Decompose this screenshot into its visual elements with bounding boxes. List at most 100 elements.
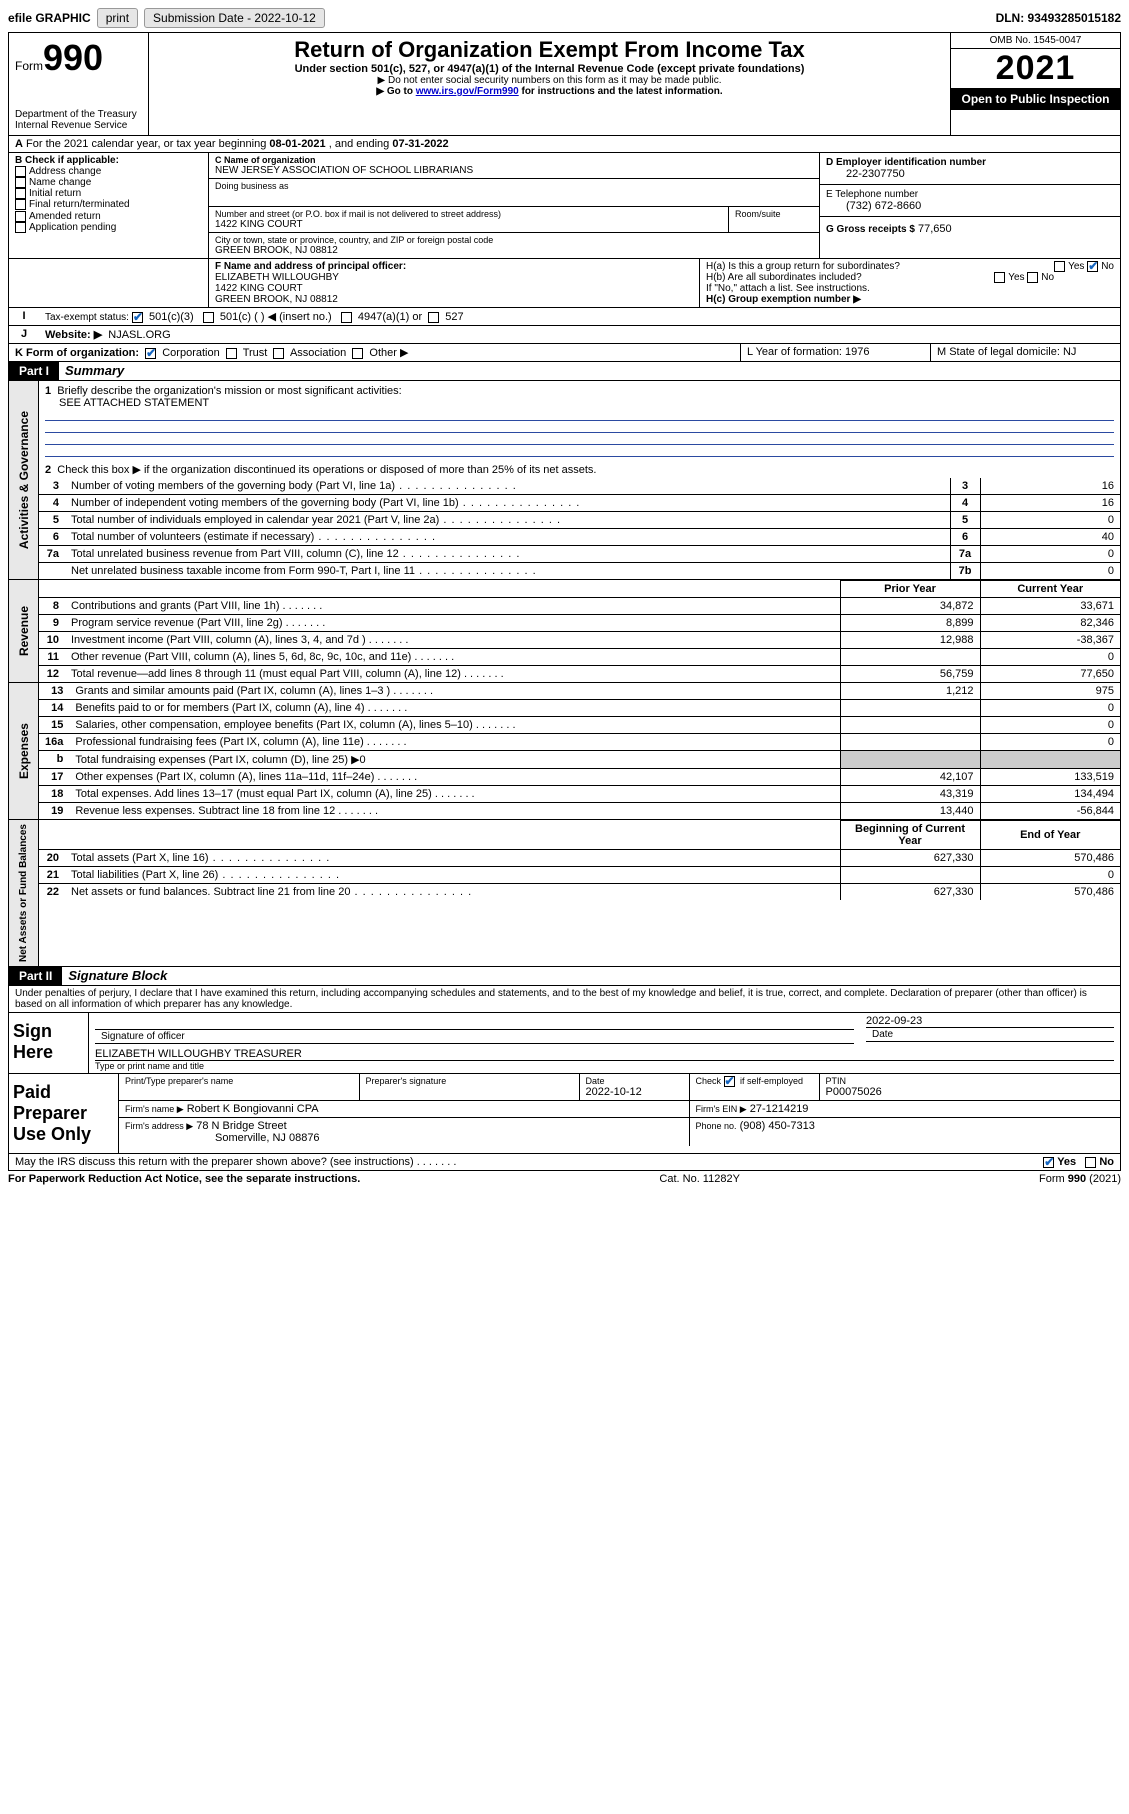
prep-sig-label: Preparer's signature [366, 1076, 573, 1086]
form-title: Return of Organization Exempt From Incom… [157, 37, 942, 63]
table-governance: 3Number of voting members of the governi… [39, 478, 1120, 579]
chk-ha-yes[interactable] [1054, 261, 1065, 272]
chk-assoc[interactable] [273, 348, 284, 359]
prep-date-label: Date [586, 1076, 683, 1086]
website-value: NJASL.ORG [108, 329, 170, 341]
ptin-val: P00075026 [826, 1086, 1115, 1098]
entity-grid: B Check if applicable: Address change Na… [8, 153, 1121, 259]
chk-address-change[interactable] [15, 166, 26, 177]
section-governance: Activities & Governance 1 Briefly descri… [8, 381, 1121, 580]
row-i-j: I Tax-exempt status: 501(c)(3) 501(c) ( … [8, 308, 1121, 326]
chk-amended[interactable] [15, 211, 26, 222]
box-b-label: B Check if applicable: [15, 155, 202, 166]
form-header: Form990 Department of the Treasury Inter… [8, 32, 1121, 136]
chk-final-return[interactable] [15, 199, 26, 210]
l-year-formation: L Year of formation: 1976 [740, 344, 930, 361]
chk-other[interactable] [352, 348, 363, 359]
section-netassets: Net Assets or Fund Balances Beginning of… [8, 820, 1121, 967]
city-label: City or town, state or province, country… [215, 235, 813, 245]
chk-ha-no[interactable] [1087, 261, 1098, 272]
submission-date-button[interactable]: Submission Date - 2022-10-12 [144, 8, 325, 28]
chk-hb-no[interactable] [1027, 272, 1038, 283]
sig-date-label: Date [872, 1029, 893, 1040]
chk-discuss-yes[interactable] [1043, 1157, 1054, 1168]
table-preparer: Print/Type preparer's name Preparer's si… [119, 1074, 1120, 1146]
print-button[interactable]: print [97, 8, 138, 28]
l1-num: 1 [45, 385, 51, 397]
tax-exempt-label: Tax-exempt status: [45, 312, 129, 323]
dept-treasury: Department of the Treasury [15, 109, 142, 120]
box-d-label: D Employer identification number [826, 157, 1114, 168]
l2-text: Check this box ▶ if the organization dis… [57, 464, 596, 476]
chk-name-change[interactable] [15, 177, 26, 188]
gross-receipts: 77,650 [918, 223, 952, 235]
table-netassets: Beginning of Current YearEnd of Year 20T… [39, 820, 1120, 900]
h-c: H(c) Group exemption number ▶ [706, 294, 1114, 305]
firm-name-label: Firm's name ▶ [125, 1104, 184, 1114]
prep-self-emp: Check if self-employed [696, 1076, 813, 1087]
chk-discuss-no[interactable] [1085, 1157, 1096, 1168]
box-c-label: C Name of organization [215, 155, 813, 165]
sig-officer-label: Signature of officer [101, 1031, 185, 1042]
vlabel-revenue: Revenue [13, 602, 35, 660]
pra-notice: For Paperwork Reduction Act Notice, see … [8, 1173, 360, 1185]
chk-hb-yes[interactable] [994, 272, 1005, 283]
l1-val: SEE ATTACHED STATEMENT [59, 397, 209, 409]
chk-4947[interactable] [341, 312, 352, 323]
box-e-label: E Telephone number [826, 189, 1114, 200]
dba-label: Doing business as [215, 181, 813, 191]
efile-label: efile GRAPHIC [8, 11, 91, 25]
part-2-header: Part IISignature Block [8, 967, 1121, 986]
vlabel-expenses: Expenses [13, 719, 35, 783]
chk-527[interactable] [428, 312, 439, 323]
prep-name-label: Print/Type preparer's name [125, 1076, 353, 1086]
chk-initial-return[interactable] [15, 188, 26, 199]
addr-label: Number and street (or P.O. box if mail i… [215, 209, 722, 219]
sign-here-block: Sign Here Signature of officer 2022-09-2… [8, 1013, 1121, 1074]
chk-app-pending[interactable] [15, 222, 26, 233]
footer: For Paperwork Reduction Act Notice, see … [8, 1171, 1121, 1187]
label-j: J [9, 326, 39, 343]
section-revenue: Revenue Prior YearCurrent Year 8Contribu… [8, 580, 1121, 683]
chk-corp[interactable] [145, 348, 156, 359]
firm-addr2: Somerville, NJ 08876 [215, 1132, 320, 1144]
paid-preparer-label: Paid Preparer Use Only [9, 1074, 119, 1153]
chk-self-employed[interactable] [724, 1076, 735, 1087]
dln: DLN: 93493285015182 [996, 11, 1121, 25]
box-f-label: F Name and address of principal officer: [215, 261, 693, 272]
firm-addr-label: Firm's address ▶ [125, 1121, 193, 1131]
irs-label: Internal Revenue Service [15, 120, 142, 131]
discuss-text: May the IRS discuss this return with the… [15, 1156, 414, 1168]
label-i: I [9, 308, 39, 325]
form-ref: Form 990 (2021) [1039, 1173, 1121, 1185]
website-label: Website: ▶ [45, 329, 102, 341]
ein-value: 22-2307750 [826, 168, 1114, 180]
phone-value: (732) 672-8660 [826, 200, 1114, 212]
sig-date-val: 2022-09-23 [866, 1015, 1114, 1027]
row-f-h: F Name and address of principal officer:… [8, 259, 1121, 308]
row-klm: K Form of organization: Corporation Trus… [8, 344, 1121, 362]
room-label: Room/suite [735, 209, 813, 219]
declaration: Under penalties of perjury, I declare th… [8, 986, 1121, 1013]
paid-preparer-block: Paid Preparer Use Only Print/Type prepar… [8, 1074, 1121, 1154]
row-discuss: May the IRS discuss this return with the… [8, 1154, 1121, 1171]
street-address: 1422 KING COURT [215, 219, 722, 230]
firm-ein: 27-1214219 [750, 1103, 809, 1115]
ptin-label: PTIN [826, 1076, 1115, 1086]
prep-date-val: 2022-10-12 [586, 1086, 683, 1098]
table-revenue: Prior YearCurrent Year 8Contributions an… [39, 580, 1120, 682]
officer-name: ELIZABETH WILLOUGHBY [215, 272, 693, 283]
subtitle-1: Under section 501(c), 527, or 4947(a)(1)… [157, 63, 942, 75]
table-expenses: 13Grants and similar amounts paid (Part … [39, 683, 1120, 819]
omb-number: OMB No. 1545-0047 [951, 33, 1120, 49]
chk-trust[interactable] [226, 348, 237, 359]
firm-phone-label: Phone no. [696, 1121, 737, 1131]
box-g-label: G Gross receipts $ [826, 224, 915, 235]
row-website: J Website: ▶ NJASL.ORG [8, 326, 1121, 344]
part-1-header: Part ISummary [8, 362, 1121, 381]
chk-501c[interactable] [203, 312, 214, 323]
subtitle-2: ▶ Do not enter social security numbers o… [157, 75, 942, 86]
irs-link[interactable]: www.irs.gov/Form990 [416, 86, 519, 97]
chk-501c3[interactable] [132, 312, 143, 323]
officer-addr1: 1422 KING COURT [215, 283, 693, 294]
